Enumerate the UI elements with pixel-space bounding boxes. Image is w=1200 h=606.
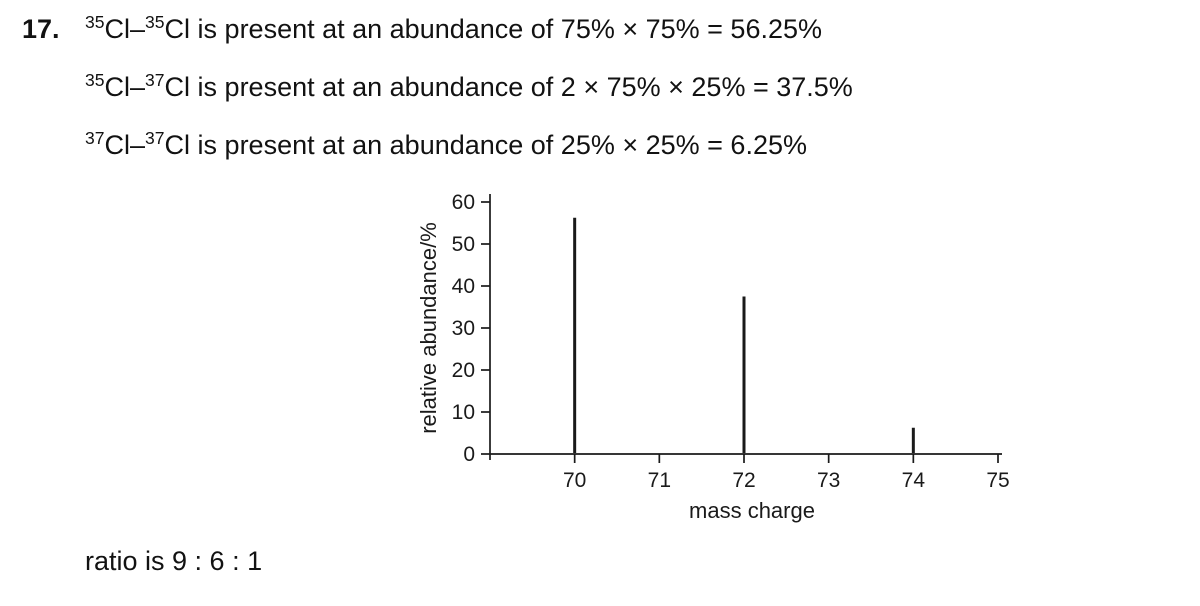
element-symbol: Cl– bbox=[104, 72, 146, 102]
y-tick-label: 60 bbox=[452, 191, 475, 214]
isotope-superscript: 35 bbox=[85, 70, 105, 90]
solution-line-2: 35Cl–37Cl is present at an abundance of … bbox=[85, 70, 853, 103]
solution-line-3: 37Cl–37Cl is present at an abundance of … bbox=[85, 128, 807, 161]
element-symbol: Cl bbox=[164, 14, 191, 44]
x-tick-label: 70 bbox=[563, 469, 586, 492]
solution-line-1: 35Cl–35Cl is present at an abundance of … bbox=[85, 12, 823, 45]
element-symbol: Cl bbox=[164, 72, 191, 102]
isotope-superscript: 37 bbox=[145, 128, 165, 148]
x-tick-label: 75 bbox=[986, 469, 1009, 492]
y-tick-label: 40 bbox=[452, 275, 475, 298]
x-tick-label: 71 bbox=[648, 469, 671, 492]
element-symbol: Cl– bbox=[104, 14, 146, 44]
element-symbol: Cl bbox=[164, 130, 191, 160]
question-number: 17. bbox=[22, 14, 60, 44]
y-tick-label: 30 bbox=[452, 317, 475, 340]
ratio-text: ratio is 9 : 6 : 1 bbox=[85, 546, 263, 576]
y-tick-label: 50 bbox=[452, 233, 475, 256]
element-symbol: Cl– bbox=[104, 130, 146, 160]
isotope-superscript: 37 bbox=[145, 70, 165, 90]
isotope-superscript: 35 bbox=[145, 12, 165, 32]
abundance-statement: is present at an abundance of 25% × 25% … bbox=[190, 130, 807, 160]
isotope-superscript: 37 bbox=[85, 128, 105, 148]
y-tick-label: 20 bbox=[452, 359, 475, 382]
x-tick-label: 74 bbox=[902, 469, 926, 492]
y-axis-label: relative abundance/% bbox=[420, 222, 441, 434]
mass-spectrum-svg: 0 10 20 30 40 50 60 70 71 72 73 74 75 mass charge rela… bbox=[416, 191, 1010, 523]
isotope-superscript: 35 bbox=[85, 12, 105, 32]
x-tick-label: 72 bbox=[732, 469, 755, 492]
x-axis-label: mass charge bbox=[689, 498, 815, 523]
mass-spectrum-chart: 0 10 20 30 40 50 60 70 71 72 73 74 75 mass charge rela… bbox=[416, 186, 1070, 536]
abundance-statement: is present at an abundance of 75% × 75% … bbox=[190, 14, 823, 44]
abundance-statement: is present at an abundance of 2 × 75% × … bbox=[190, 72, 853, 102]
x-tick-label: 73 bbox=[817, 469, 840, 492]
y-tick-label: 0 bbox=[463, 443, 475, 466]
y-tick-label: 10 bbox=[452, 401, 475, 424]
